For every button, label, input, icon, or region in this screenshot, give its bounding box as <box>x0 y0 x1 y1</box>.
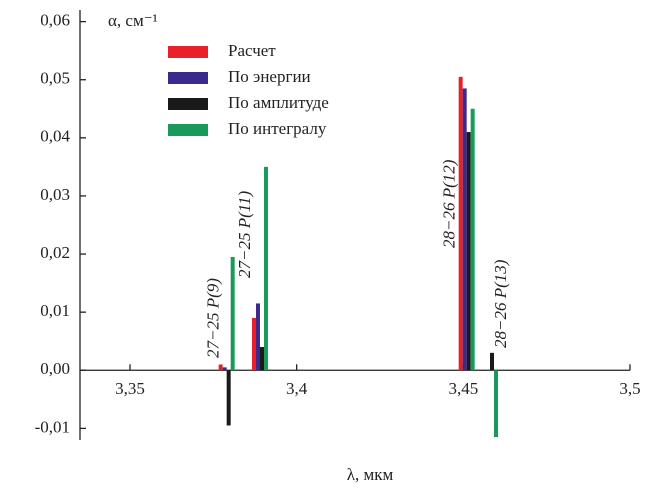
bar <box>230 256 235 371</box>
bar <box>252 317 256 371</box>
legend-swatch <box>168 98 208 110</box>
line-annotation: 28−26 P(13) <box>491 259 510 348</box>
y-tick-label: 0,05 <box>40 69 70 88</box>
y-tick-label: 0,02 <box>40 243 70 262</box>
bar <box>466 132 471 371</box>
legend-swatch <box>168 72 208 84</box>
bar <box>494 370 498 438</box>
y-tick-label: -0,01 <box>35 417 70 436</box>
y-tick-label: 0,06 <box>40 11 70 30</box>
y-tick-label: 0,00 <box>40 359 70 378</box>
x-tick-label: 3,5 <box>619 379 640 398</box>
x-tick-label: 3,45 <box>448 379 478 398</box>
y-tick-label: 0,03 <box>40 185 70 204</box>
legend-label: По амплитуде <box>228 93 329 112</box>
legend-label: По энергии <box>228 67 311 86</box>
bar <box>458 76 463 371</box>
bar <box>490 352 494 371</box>
line-annotation: 28−26 P(12) <box>440 159 459 248</box>
bar <box>222 367 227 371</box>
bar <box>260 347 264 371</box>
x-axis-label: λ, мкм <box>347 465 394 484</box>
line-annotation: 27−25 P(9) <box>204 278 223 358</box>
bar <box>462 88 467 371</box>
legend-label: По интегралу <box>228 119 327 138</box>
line-annotation: 27−25 P(11) <box>235 190 254 278</box>
legend-swatch <box>168 46 208 58</box>
y-axis-label: α, см⁻¹ <box>108 11 158 30</box>
legend-swatch <box>168 124 208 136</box>
bar <box>218 364 223 371</box>
x-tick-label: 3,35 <box>115 379 145 398</box>
y-tick-label: 0,01 <box>40 301 70 320</box>
bar <box>256 303 260 371</box>
y-tick-label: 0,04 <box>40 127 70 146</box>
bar <box>264 166 268 371</box>
legend-label: Расчет <box>228 41 276 60</box>
bar <box>226 370 231 426</box>
x-tick-label: 3,4 <box>286 379 308 398</box>
bar <box>470 108 475 371</box>
